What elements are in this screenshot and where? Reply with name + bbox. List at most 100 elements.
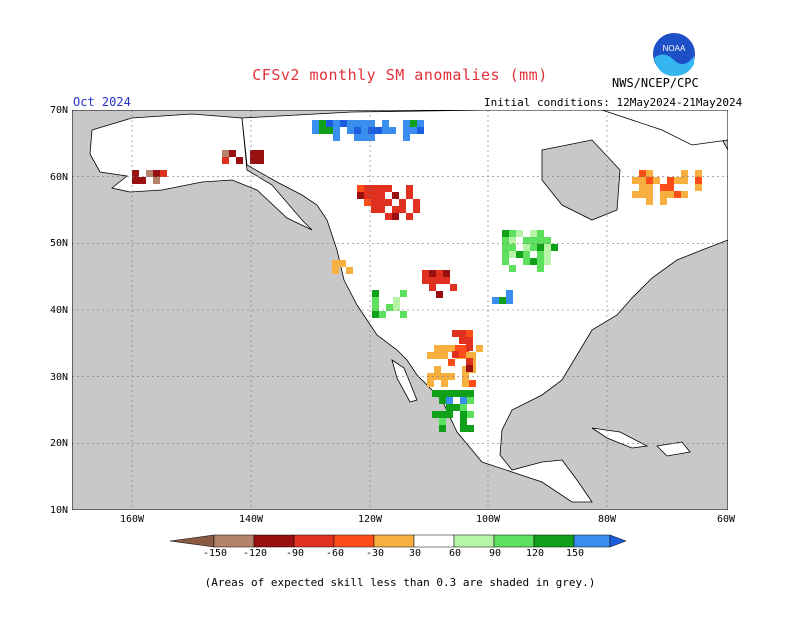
anomaly-cell [434,352,441,359]
anomaly-cell [441,352,448,359]
anomaly-cell [537,244,544,251]
anomaly-cell [462,366,469,373]
legend-swatch [293,534,335,548]
anomaly-cell [667,184,674,191]
anomaly-cell [506,297,513,304]
anomaly-cell [462,373,469,380]
anomaly-cell [400,311,407,318]
lon-label-140w: 140W [238,514,264,525]
legend-tick-label: 60 [448,548,462,559]
anomaly-cell [378,199,385,206]
anomaly-cell [530,244,537,251]
anomaly-cell [469,352,476,359]
anomaly-cell [660,184,667,191]
anomaly-cell [357,185,364,192]
anomaly-cell [460,418,467,425]
anomaly-cell [417,120,424,127]
noaa-logo-text: NOAA [663,44,686,53]
anomaly-cell [660,191,667,198]
anomaly-cell [250,157,257,164]
anomaly-cell [392,192,399,199]
anomaly-cell [446,397,453,404]
anomaly-cell [361,134,368,141]
anomaly-cell [467,425,474,432]
anomaly-cell [403,127,410,134]
anomaly-cell [674,184,681,191]
anomaly-cell [406,192,413,199]
anomaly-cell [667,170,674,177]
anomaly-cell [333,120,340,127]
anomaly-cell [530,230,537,237]
lat-label-40n: 40N [49,305,68,316]
anomaly-cell [389,127,396,134]
anomaly-cell [439,390,446,397]
anomaly-cell [368,134,375,141]
lat-label-60n: 60N [49,172,68,183]
anomaly-cell [639,191,646,198]
anomaly-cell [427,352,434,359]
anomaly-cell [460,425,467,432]
anomaly-cell [551,244,558,251]
anomaly-cell [537,265,544,272]
anomaly-cell [386,304,393,311]
anomaly-cell [467,397,474,404]
anomaly-cell [459,351,466,358]
anomaly-cell [432,411,439,418]
anomaly-cell [410,127,417,134]
anomaly-cell [393,304,400,311]
anomaly-cell [460,404,467,411]
anomaly-cell [646,198,653,205]
anomaly-cell [516,230,523,237]
anomaly-cell [476,345,483,352]
lat-label-30n: 30N [49,372,68,383]
anomaly-cell [439,418,446,425]
lat-label-10n: 10N [49,505,68,516]
anomaly-cell [441,380,448,387]
gridlines [72,110,728,510]
anomaly-cell [695,177,702,184]
anomaly-cell [406,185,413,192]
anomaly-cell [427,380,434,387]
anomaly-cell [372,304,379,311]
anomaly-cell [371,199,378,206]
anomaly-cell [499,297,506,304]
lat-label-50n: 50N [49,238,68,249]
anomaly-cell [132,170,139,177]
anomaly-cell [632,191,639,198]
anomaly-cell [452,330,459,337]
legend-tick-label: -30 [365,548,385,559]
anomaly-cell [441,373,448,380]
landmass-greenland [601,110,728,146]
anomaly-cell [530,258,537,265]
anomaly-cell [361,127,368,134]
anomaly-cell [364,185,371,192]
source-label: NWS/NCEP/CPC [612,76,699,90]
anomaly-cell [379,311,386,318]
anomaly-cell [681,184,688,191]
legend-tick-label: 30 [408,548,422,559]
anomaly-cell [361,120,368,127]
anomaly-cell [459,330,466,337]
anomaly-cell [319,120,326,127]
legend-tick-label: 90 [488,548,502,559]
anomaly-cell [139,177,146,184]
anomaly-cell [509,265,516,272]
anomaly-cell [467,390,474,397]
anomaly-cell [347,120,354,127]
lon-label-100w: 100W [475,514,501,525]
legend-tick-label: 150 [565,548,585,559]
anomaly-cell [530,237,537,244]
anomaly-cell [375,127,382,134]
anomaly-cell [222,157,229,164]
anomaly-cell [460,397,467,404]
anomaly-cell [448,373,455,380]
anomaly-cell [410,120,417,127]
anomaly-cell [378,192,385,199]
anomaly-cell [466,344,473,351]
anomaly-cell [312,127,319,134]
anomaly-cell [229,150,236,157]
anomaly-cell [385,185,392,192]
anomaly-cell [378,206,385,213]
anomaly-cell [681,170,688,177]
legend-swatch [373,534,415,548]
